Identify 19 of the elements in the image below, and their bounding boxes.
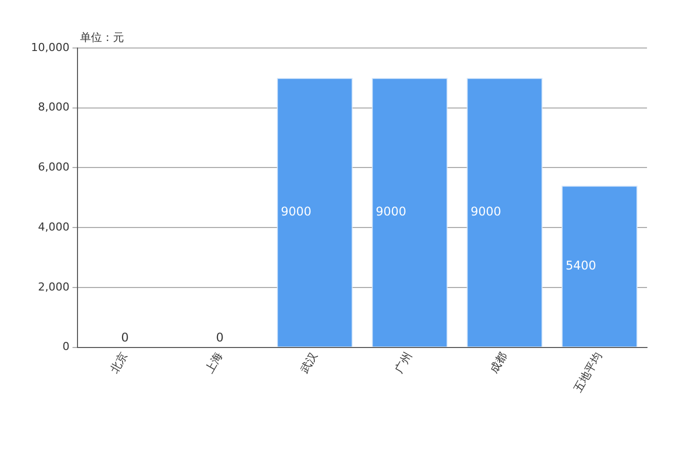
x-tick-label: 五地平均	[571, 350, 605, 395]
y-tick-label: 2,000	[38, 280, 70, 294]
y-axis-title: 单位：元	[80, 30, 124, 44]
y-tick-label: 0	[62, 340, 70, 354]
data-label: 0	[121, 330, 129, 344]
y-tick-label: 6,000	[38, 160, 70, 174]
y-tick-label: 10,000	[30, 40, 70, 54]
x-tick-label: 武汉	[298, 350, 320, 376]
data-label: 5400	[566, 258, 596, 272]
data-label: 9000	[280, 204, 312, 218]
data-label: 9000	[470, 204, 502, 218]
x-tick-label: 成都	[487, 350, 510, 376]
y-tick-label: 8,000	[38, 100, 70, 114]
x-tick-label: 上海	[202, 350, 225, 376]
x-tick-label: 广州	[392, 350, 415, 376]
x-tick-label: 北京	[108, 350, 130, 376]
data-label: 0	[216, 330, 224, 344]
y-tick-label: 4,000	[38, 220, 70, 234]
data-label: 9000	[376, 204, 406, 218]
